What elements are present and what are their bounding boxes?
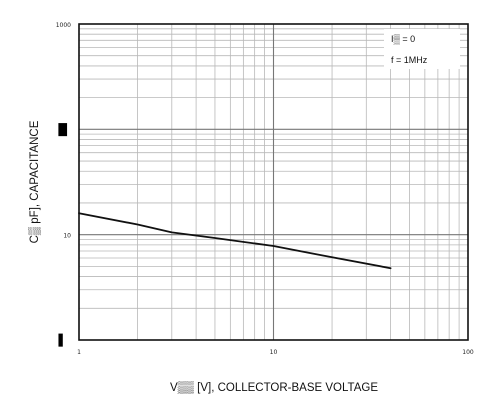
y-tick-labels: ▌ 10 █ 1000 — [56, 22, 71, 347]
series-layer — [78, 212, 392, 270]
y-tick-label: █ — [58, 122, 68, 136]
y-tick-label: 1000 — [56, 22, 71, 29]
x-tick-label: 1 — [77, 349, 81, 356]
y-tick-label: 10 — [63, 233, 71, 240]
x-tick-labels: 1 10 100 — [77, 349, 474, 356]
x-tick-label: 100 — [462, 349, 474, 356]
y-tick-label: ▌ — [58, 333, 67, 347]
annotation-box: I▒ = 0 f = 1MHz — [384, 29, 460, 69]
y-axis-title: C▒ pF], CAPACITANCE — [28, 120, 41, 243]
plot-frame — [78, 23, 469, 341]
annotation-ib: I▒ = 0 — [391, 34, 415, 45]
x-axis-title: V▒▒ [V], COLLECTOR-BASE VOLTAGE — [170, 381, 378, 394]
series-line — [78, 212, 392, 270]
annotation-frequency: f = 1MHz — [391, 55, 428, 65]
x-tick-label: 10 — [270, 349, 278, 356]
